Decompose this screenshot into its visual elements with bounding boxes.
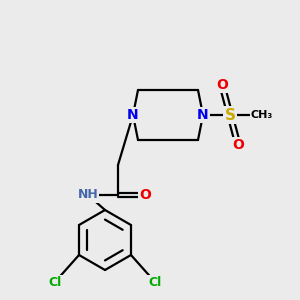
Text: CH₃: CH₃: [251, 110, 273, 120]
Text: Cl: Cl: [148, 275, 162, 289]
Text: S: S: [224, 107, 236, 122]
Text: NH: NH: [78, 188, 98, 202]
Text: O: O: [216, 78, 228, 92]
Text: Cl: Cl: [48, 275, 62, 289]
Text: N: N: [197, 108, 209, 122]
Text: O: O: [232, 138, 244, 152]
Text: N: N: [127, 108, 139, 122]
Text: O: O: [139, 188, 151, 202]
